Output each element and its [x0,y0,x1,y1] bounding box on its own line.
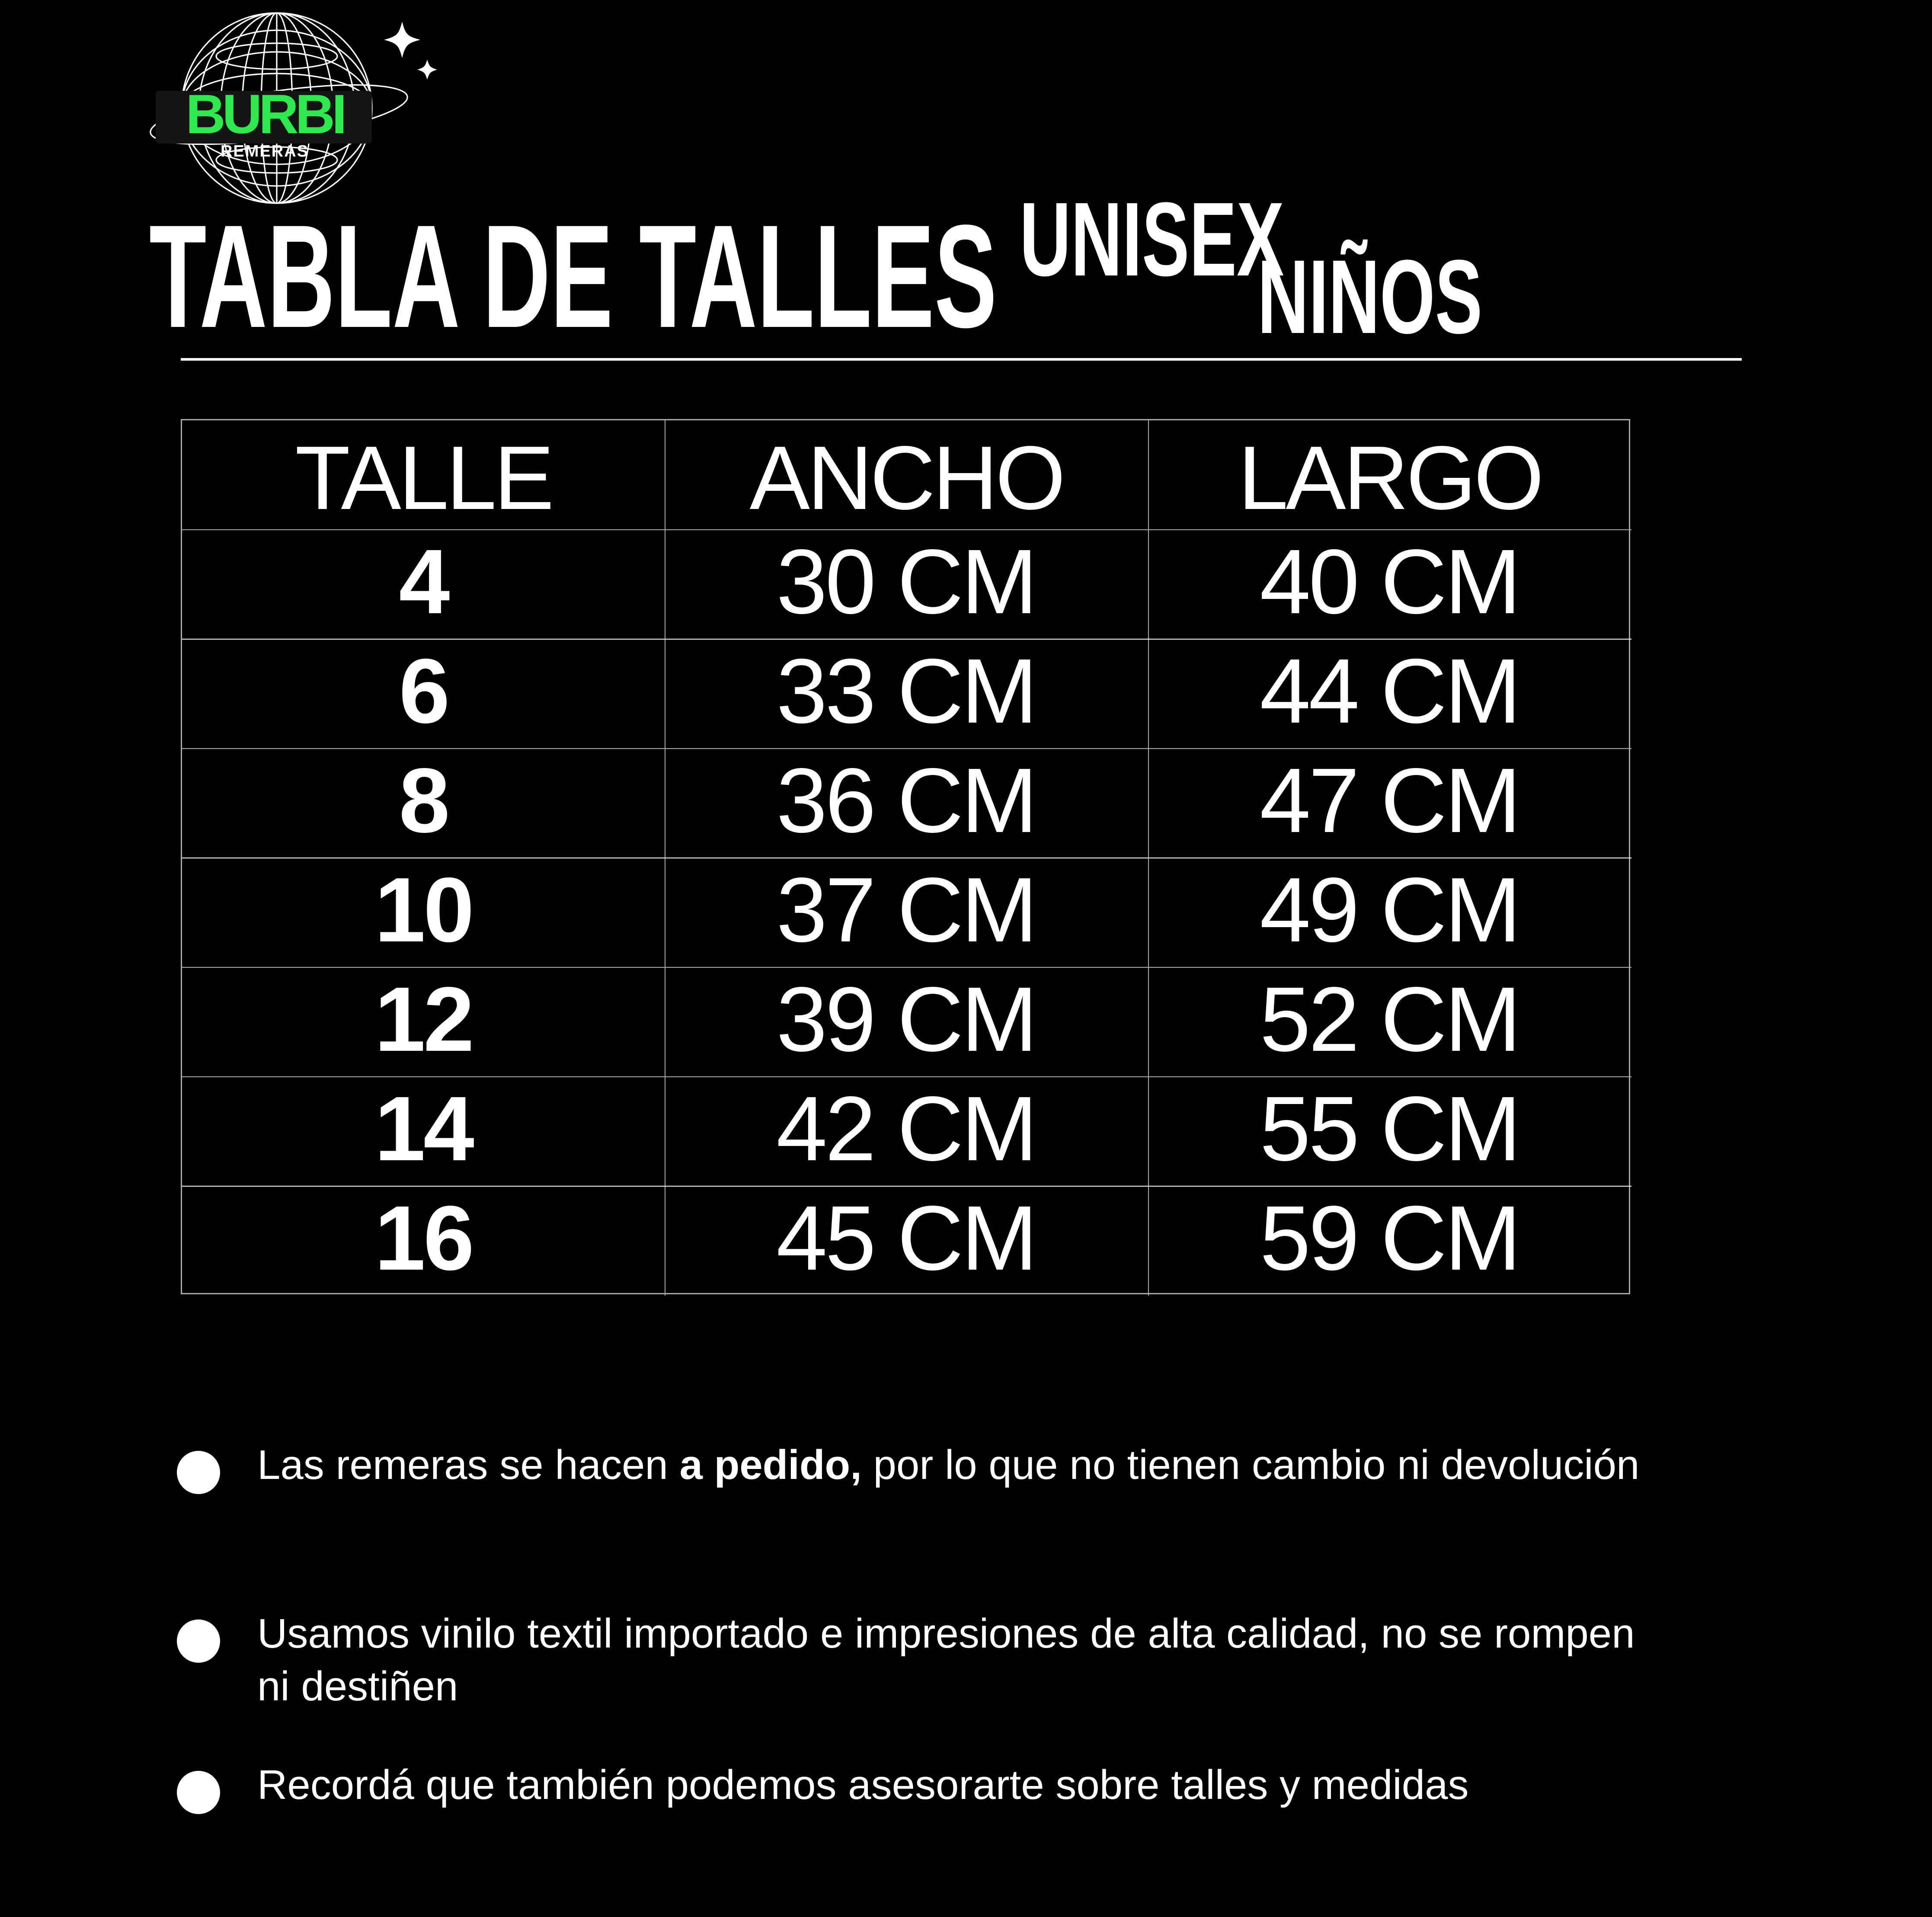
svg-text:REMERAS: REMERAS [221,142,309,160]
svg-text:BURBI: BURBI [186,83,343,145]
